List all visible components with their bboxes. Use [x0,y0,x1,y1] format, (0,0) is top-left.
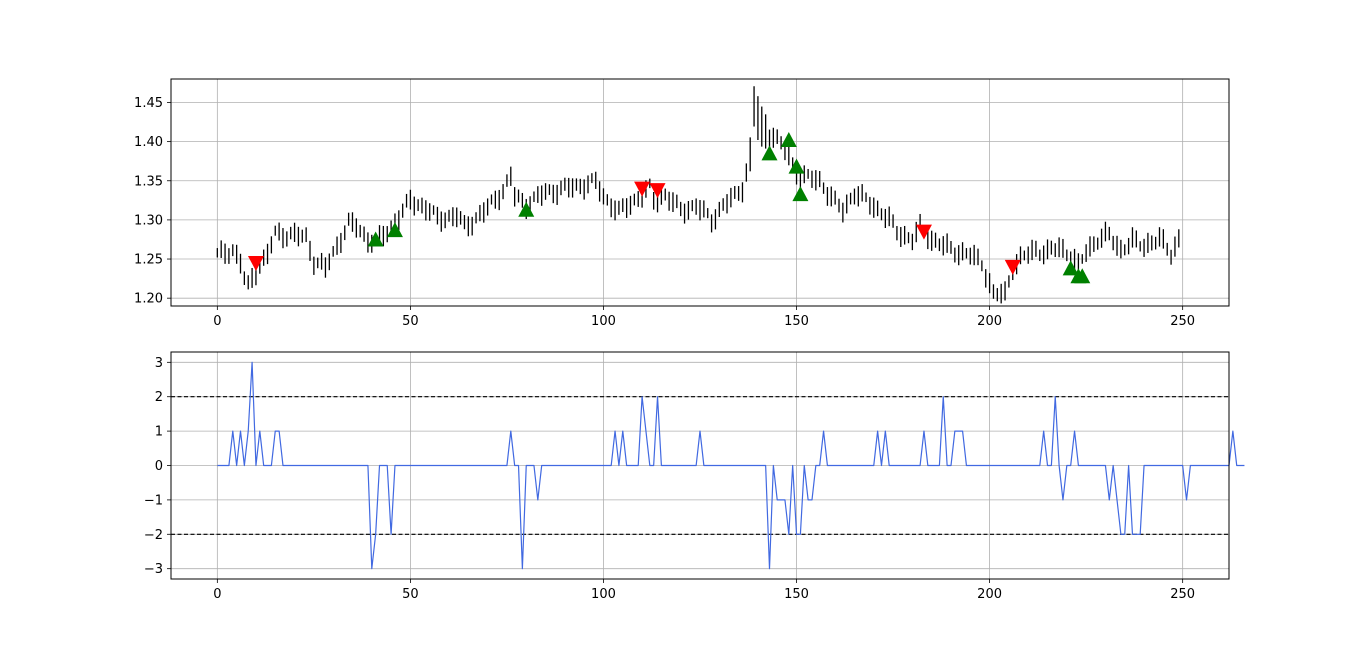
price-ytick-label: 1.20 [134,292,163,307]
price-xtick-label: 50 [402,314,419,329]
indicator-series-line [217,361,1245,570]
price-markers [247,132,1091,284]
price-ytick-label: 1.45 [134,96,163,111]
price-ytick-label: 1.30 [134,213,163,228]
bearish-signal-marker [649,183,666,199]
indicator-ytick-label: −1 [144,493,163,508]
indicator-xtick-label: 50 [402,587,419,602]
indicator-ytick-label: 1 [155,425,163,440]
price-axes-frame [170,78,1230,307]
indicator-xtick-label: 200 [977,587,1002,602]
price-ytick-label: 1.35 [134,174,163,189]
price-panel: 0 50 100 150 200 250 1.20 1.25 1.30 1.35… [134,78,1230,329]
indicator-xtick-label: 250 [1170,587,1195,602]
price-ytick-label: 1.40 [134,135,163,150]
price-x-ticks: 0 50 100 150 200 250 [213,314,1195,329]
indicator-xtick-label: 0 [213,587,221,602]
bullish-signal-marker [761,145,778,161]
bullish-signal-marker [367,231,384,247]
bullish-signal-marker [788,158,805,174]
indicator-ytick-label: −3 [144,562,163,577]
indicator-xtick-label: 100 [591,587,616,602]
price-ytick-label: 1.25 [134,253,163,268]
indicator-x-ticks: 0 50 100 150 200 250 [213,587,1195,602]
bullish-signal-marker [1074,268,1091,284]
bullish-signal-marker [518,201,535,217]
bullish-signal-marker [780,132,797,148]
price-xtick-label: 250 [1170,314,1195,329]
price-xtick-label: 100 [591,314,616,329]
bullish-signal-marker [1062,260,1079,276]
indicator-series [217,361,1245,570]
indicator-thresholds [171,396,1229,535]
price-xtick-label: 200 [977,314,1002,329]
bullish-signal-marker [792,186,809,202]
indicator-xtick-label: 150 [784,587,809,602]
price-xtick-label: 0 [213,314,221,329]
indicator-ytick-label: 0 [155,459,163,474]
bearish-signal-marker [247,255,264,271]
bearish-signal-marker [1004,259,1021,275]
indicator-ytick-label: 2 [155,390,163,405]
bearish-signal-marker [915,224,932,240]
price-bars [216,86,1180,304]
indicator-y-ticks: −3 −2 −1 0 1 2 3 [144,356,163,577]
indicator-panel: 0 50 100 150 200 250 −3 −2 −1 0 1 2 3 [144,351,1245,602]
bearish-signal-marker [634,181,651,197]
price-y-ticks: 1.20 1.25 1.30 1.35 1.40 1.45 [134,96,163,307]
indicator-ytick-label: −2 [144,528,163,543]
indicator-ytick-label: 3 [155,356,163,371]
indicator-axes-frame [170,351,1230,580]
price-xtick-label: 150 [784,314,809,329]
bullish-signal-marker [386,222,403,238]
